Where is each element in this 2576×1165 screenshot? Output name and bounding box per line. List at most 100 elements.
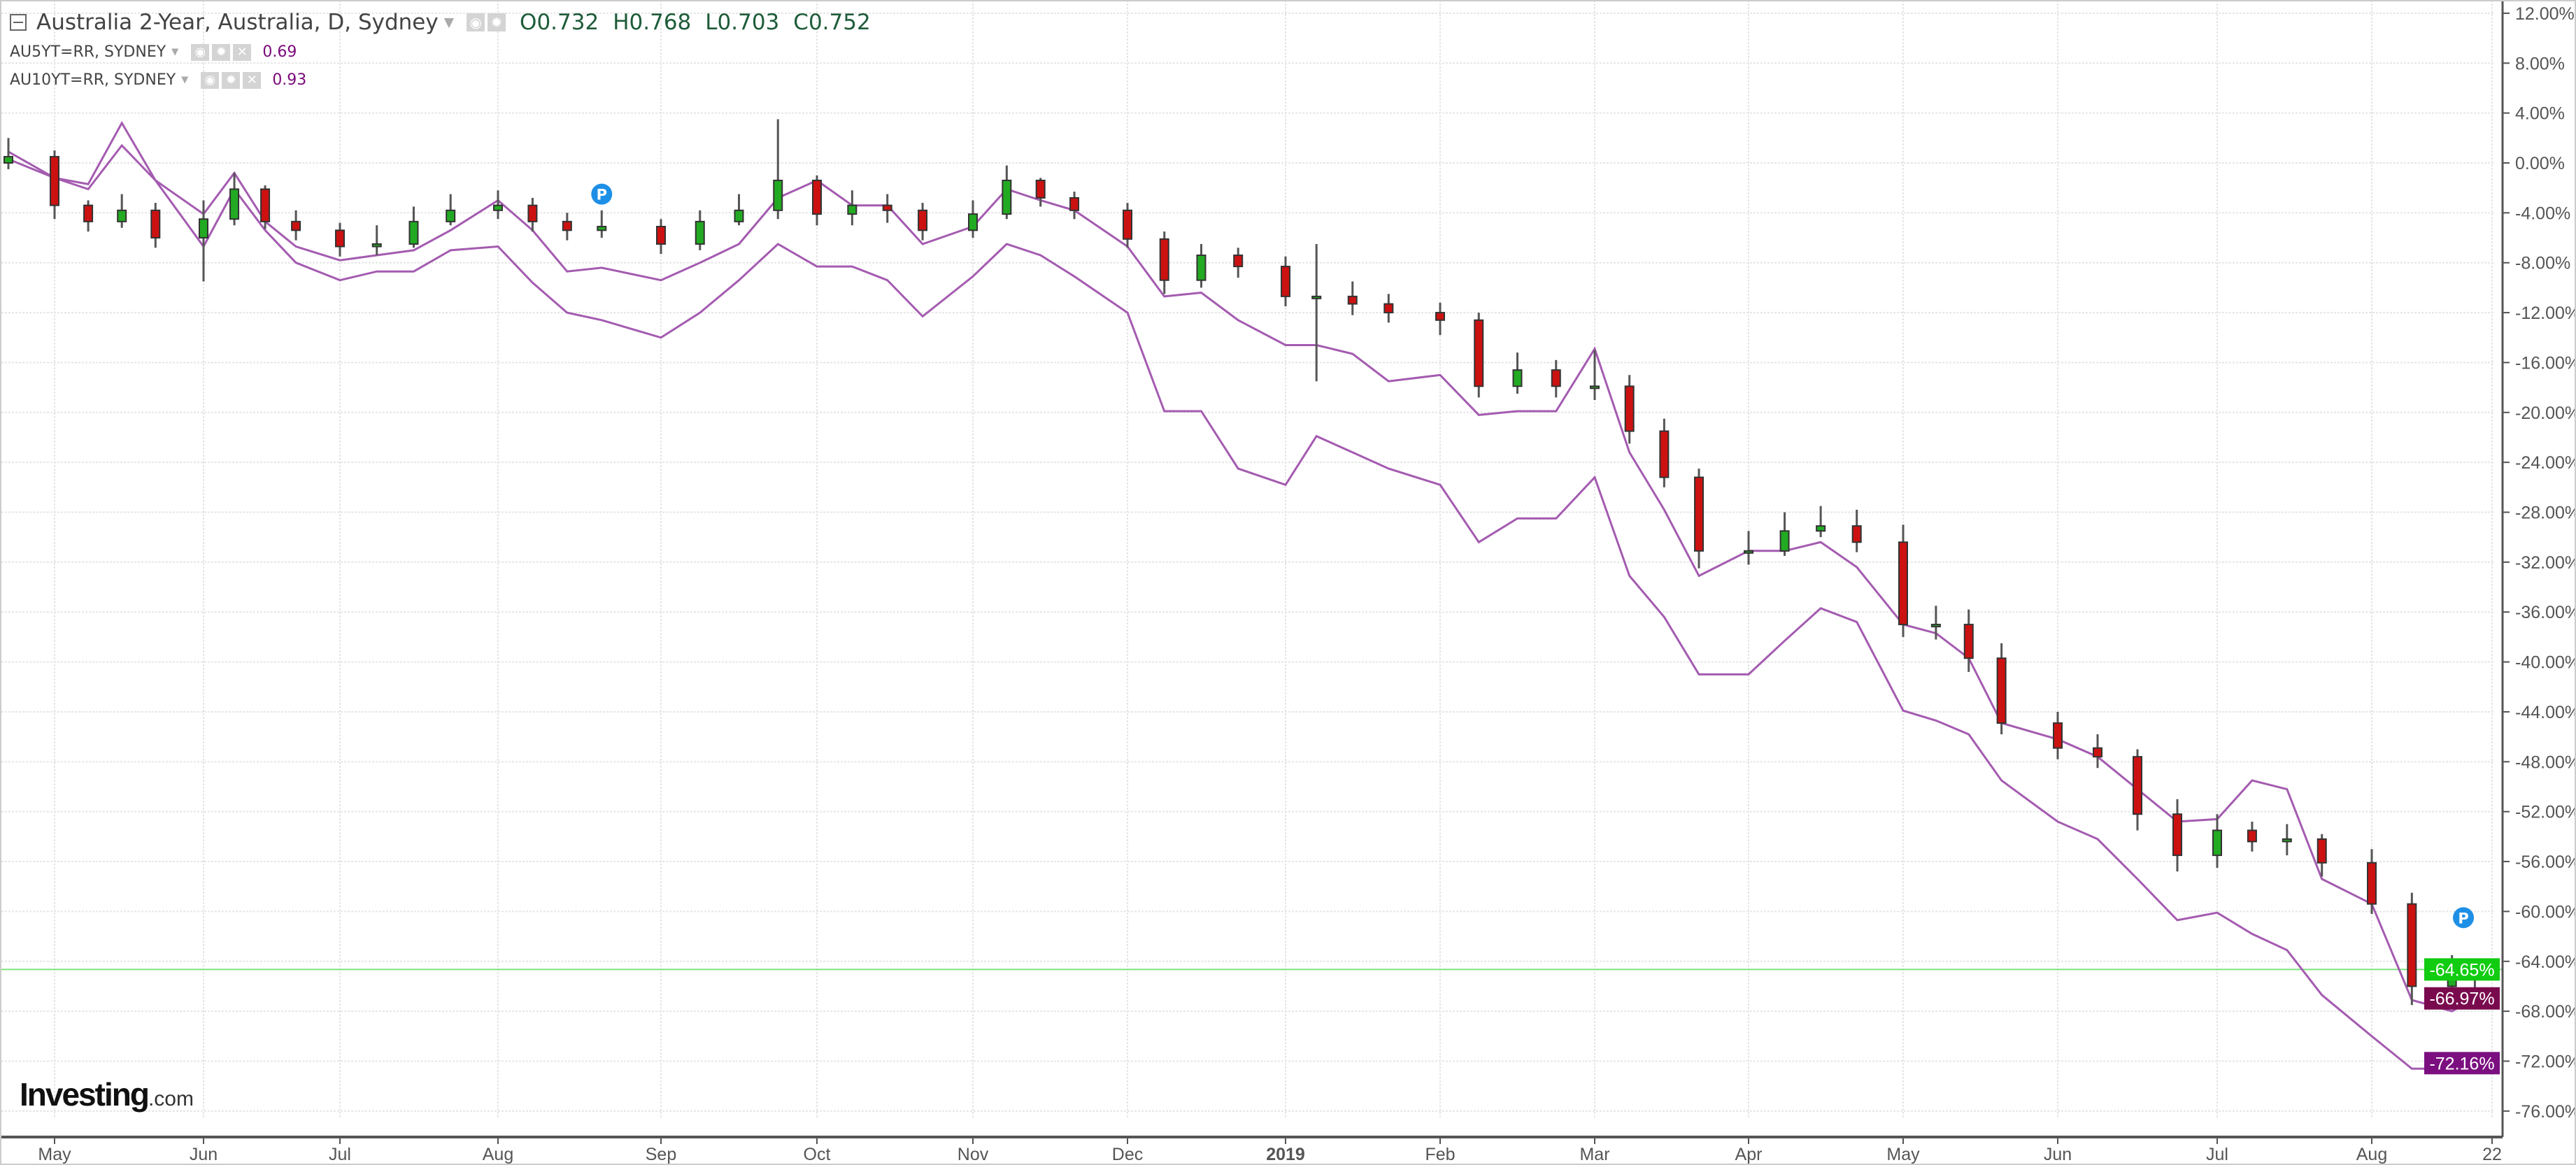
eye-icon[interactable]: ◉ — [201, 71, 220, 89]
candle-down — [83, 204, 94, 222]
x-tick-label: Jul — [329, 1145, 351, 1164]
y-tick-label: -60.00% — [2515, 902, 2576, 922]
last-value-label: -66.97% — [2429, 989, 2494, 1009]
collapse-icon[interactable] — [10, 14, 27, 31]
candle-up — [1744, 550, 1753, 554]
y-tick-label: -12.00% — [2515, 303, 2576, 323]
candle-up — [968, 213, 978, 231]
y-tick-label: -68.00% — [2515, 1002, 2576, 1022]
close-value: C0.752 — [793, 10, 871, 35]
x-tick-label: Dec — [1112, 1145, 1143, 1164]
candle-down — [1159, 238, 1169, 281]
series-line-au10yt-rr — [8, 143, 2475, 1070]
close-icon[interactable]: ✕ — [243, 71, 262, 89]
gear-icon[interactable]: ✹ — [212, 43, 231, 61]
caret-down-icon[interactable]: ▼ — [443, 15, 455, 30]
candle-down — [1851, 525, 1862, 543]
caret-down-icon[interactable]: ▼ — [181, 75, 189, 85]
candle-down — [812, 179, 822, 215]
candle-down — [1347, 295, 1358, 305]
candle-up — [847, 204, 858, 215]
main-series-legend: Australia 2-Year, Australia, D, Sydney ▼… — [10, 10, 871, 35]
candle-down — [1898, 541, 1908, 626]
candle-down — [918, 209, 928, 231]
overlay-legend-au5y: AU5YT=RR, SYDNEY ▼ ◉ ✹ ✕ 0.69 — [10, 43, 297, 61]
x-tick-label: Sep — [646, 1145, 676, 1164]
candle-down — [1233, 255, 1244, 268]
candle-down — [2407, 903, 2417, 987]
gear-icon[interactable]: ✹ — [488, 13, 506, 31]
candle-up — [734, 209, 744, 222]
x-tick-label: Aug — [2356, 1145, 2387, 1164]
candle-down — [1281, 266, 1290, 297]
candle-down — [1694, 476, 1705, 552]
overlay-label: AU10YT=RR, SYDNEY — [10, 71, 176, 89]
x-tick-label: 22 — [2482, 1145, 2502, 1164]
candle-up — [1590, 385, 1600, 389]
y-tick-label: -64.00% — [2515, 952, 2576, 972]
x-tick-label: Feb — [1425, 1145, 1455, 1164]
candle-down — [1435, 312, 1445, 321]
candle-down — [150, 209, 161, 239]
overlay-value: 0.69 — [262, 43, 297, 61]
x-tick-label: Jul — [2206, 1145, 2228, 1164]
candle-up — [1002, 179, 1012, 215]
x-tick-label: 2019 — [1266, 1145, 1305, 1164]
series-line-au5yt-rr — [8, 120, 2476, 1013]
x-tick-label: May — [38, 1145, 71, 1164]
last-value-badge — [2424, 987, 2500, 1010]
candle-up — [1512, 369, 1523, 387]
y-tick-label: -72.00% — [2515, 1052, 2576, 1071]
candles — [3, 119, 2480, 1006]
y-tick-label: -48.00% — [2515, 752, 2576, 772]
candle-down — [260, 188, 271, 222]
candle-up — [2282, 838, 2292, 843]
candle-up — [1311, 295, 1322, 299]
candle-down — [1659, 430, 1670, 478]
x-tick-label: Jun — [2044, 1145, 2072, 1164]
candle-down — [1123, 209, 1132, 240]
candle-up — [3, 156, 13, 164]
low-value: L0.703 — [705, 10, 780, 35]
y-tick-label: -52.00% — [2515, 803, 2576, 822]
gear-icon[interactable]: ✹ — [222, 71, 241, 89]
overlay-lines — [8, 120, 2476, 1070]
eye-icon[interactable]: ◉ — [467, 13, 485, 31]
y-tick-label: -40.00% — [2515, 653, 2576, 673]
candle-down — [1963, 624, 1974, 659]
candle-down — [2172, 813, 2182, 857]
candle-down — [2367, 862, 2377, 905]
overlay-legend-au10y: AU10YT=RR, SYDNEY ▼ ◉ ✹ ✕ 0.93 — [10, 71, 306, 89]
last-value-badge — [2424, 958, 2500, 981]
last-price-labels: -64.65% -66.97% -72.16% — [2424, 958, 2500, 1075]
candle-down — [2247, 829, 2257, 843]
overlay-value: 0.93 — [272, 71, 307, 89]
candle-up — [408, 220, 419, 245]
x-tick-label: Oct — [804, 1145, 831, 1164]
x-tick-label: Apr — [1735, 1145, 1763, 1164]
candle-down — [1551, 369, 1561, 387]
last-value-label: -72.16% — [2429, 1054, 2494, 1073]
y-tick-label: -28.00% — [2515, 503, 2576, 523]
candle-down — [50, 156, 59, 206]
event-marker-label: P — [2458, 910, 2468, 927]
candle-down — [2053, 722, 2063, 749]
event-marker-label: P — [597, 187, 607, 203]
candle-down — [562, 220, 572, 231]
x-tick-label: Aug — [483, 1145, 513, 1164]
eye-icon[interactable]: ◉ — [191, 43, 210, 61]
candle-up — [1816, 525, 1826, 532]
y-tick-label: -32.00% — [2515, 553, 2576, 573]
event-marker — [591, 183, 613, 205]
caret-down-icon[interactable]: ▼ — [171, 47, 179, 57]
candle-down — [1996, 657, 2007, 724]
y-tick-label: -76.00% — [2515, 1102, 2576, 1122]
candle-down — [335, 229, 345, 248]
high-value: H0.768 — [613, 10, 692, 35]
close-icon[interactable]: ✕ — [233, 43, 252, 61]
y-tick-label: -4.00% — [2515, 203, 2570, 223]
last-value-badge — [2424, 1052, 2500, 1075]
